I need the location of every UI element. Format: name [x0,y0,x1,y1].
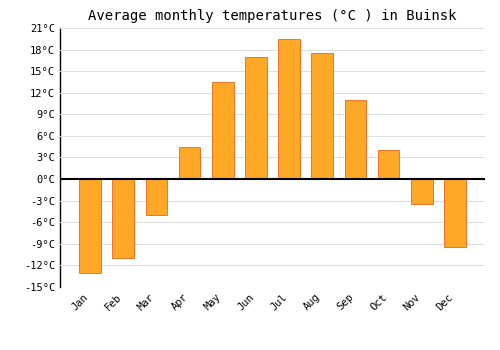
Bar [179,147,201,179]
Title: Average monthly temperatures (°C ) in Buinsk: Average monthly temperatures (°C ) in Bu… [88,9,457,23]
Bar [146,179,167,215]
Bar [344,100,366,179]
Bar [245,57,266,179]
Bar [312,53,333,179]
Bar [378,150,400,179]
Bar [444,179,466,247]
Bar [80,179,101,273]
Bar [212,82,234,179]
Bar [112,179,134,258]
Bar [411,179,432,204]
Bar [278,39,300,179]
